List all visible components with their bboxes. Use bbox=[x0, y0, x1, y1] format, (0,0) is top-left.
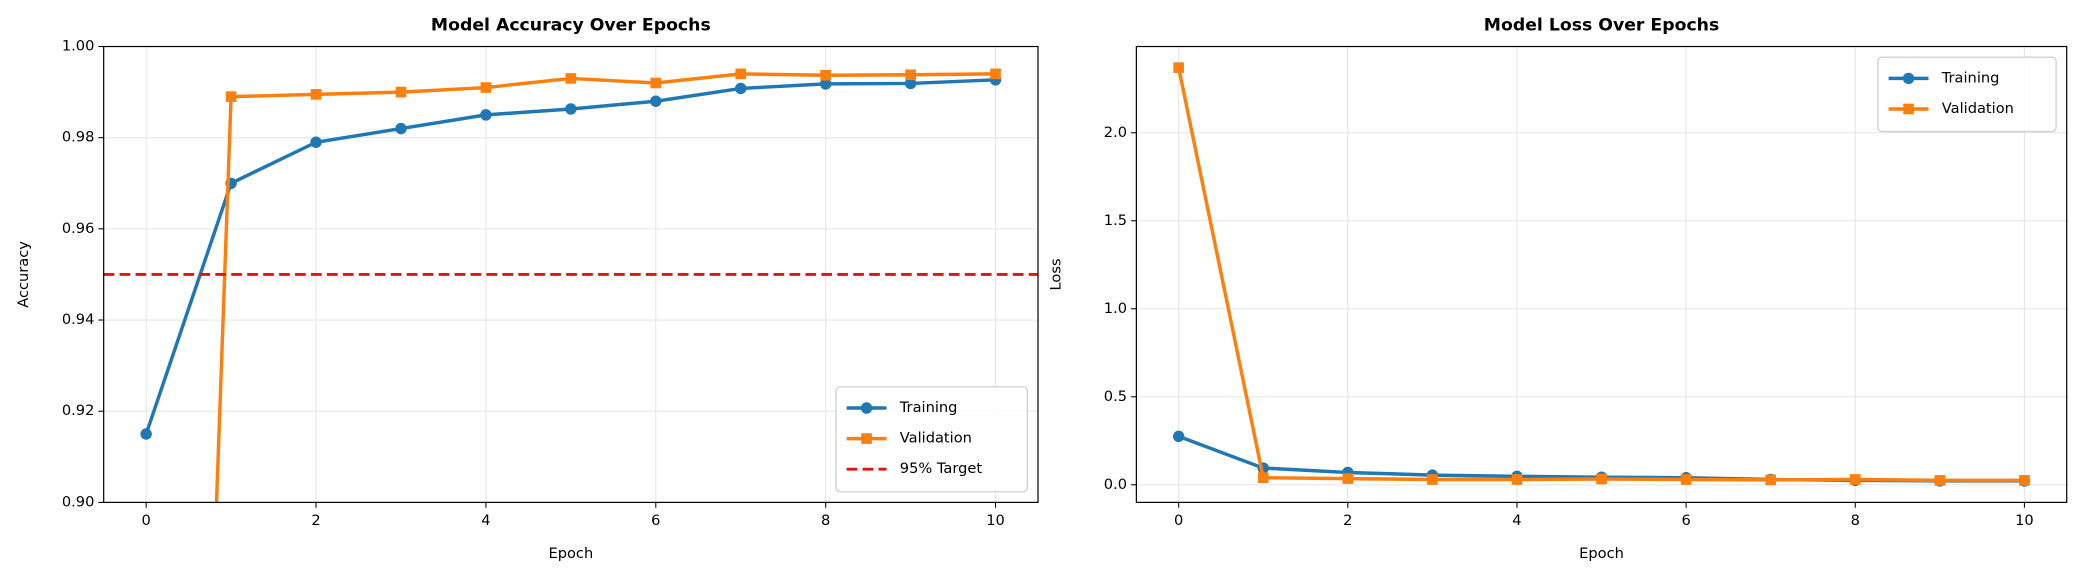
x-tick-label: 2 bbox=[311, 512, 320, 529]
marker bbox=[480, 109, 492, 121]
marker bbox=[820, 69, 831, 81]
legend-marker bbox=[1902, 72, 1915, 85]
axes-frame bbox=[1135, 45, 2068, 503]
axes-frame bbox=[103, 45, 1039, 503]
marker bbox=[2019, 475, 2030, 486]
chart-title: Model Loss Over Epochs bbox=[1484, 15, 1719, 35]
y-tick-label: 1.5 bbox=[1104, 212, 1127, 229]
y-tick-label: 0.98 bbox=[62, 129, 95, 146]
marker bbox=[1765, 474, 1777, 486]
marker bbox=[1934, 475, 1946, 486]
marker bbox=[904, 77, 917, 90]
x-tick-label: 4 bbox=[481, 512, 490, 529]
marker bbox=[140, 428, 152, 440]
x-tick-label: 4 bbox=[1512, 512, 1521, 529]
marker bbox=[310, 136, 322, 148]
y-tick-label: 1.00 bbox=[62, 38, 95, 55]
y-axis-label: Loss bbox=[1048, 258, 1065, 290]
marker bbox=[1257, 472, 1269, 484]
legend-box bbox=[835, 386, 1029, 493]
x-tick-label: 6 bbox=[651, 512, 660, 529]
x-tick-label: 10 bbox=[2015, 512, 2034, 529]
x-tick-label: 2 bbox=[1343, 512, 1352, 529]
x-tick-label: 0 bbox=[1174, 512, 1183, 529]
marker bbox=[1680, 474, 1692, 485]
x-tick-label: 0 bbox=[142, 512, 151, 529]
series-line bbox=[144, 78, 996, 435]
y-tick-label: 0.0 bbox=[1104, 476, 1127, 493]
y-tick-label: 0.96 bbox=[62, 220, 95, 237]
x-tick-label: 6 bbox=[1681, 512, 1690, 529]
chart-title: Model Accuracy Over Epochs bbox=[431, 15, 711, 35]
marker bbox=[650, 95, 662, 107]
x-tick-label: 8 bbox=[821, 512, 830, 529]
marker bbox=[735, 82, 747, 95]
marker bbox=[480, 82, 492, 93]
marker bbox=[1511, 474, 1523, 485]
legend-label: 95% Target bbox=[900, 460, 983, 477]
plot-area bbox=[103, 68, 1039, 503]
y-tick-label: 0.94 bbox=[62, 311, 95, 328]
y-tick-label: 0.90 bbox=[62, 493, 95, 510]
marker bbox=[650, 77, 662, 89]
marker bbox=[310, 89, 322, 100]
marker bbox=[395, 86, 407, 98]
marker bbox=[905, 69, 916, 81]
marker bbox=[1342, 473, 1354, 484]
legend-marker bbox=[860, 402, 873, 414]
marker bbox=[1173, 62, 1184, 73]
y-tick-label: 1.0 bbox=[1104, 300, 1127, 317]
legend-marker bbox=[1903, 103, 1914, 115]
marker bbox=[1172, 430, 1185, 443]
x-axis-label: Epoch bbox=[1579, 545, 1624, 562]
y-tick-label: 0.5 bbox=[1104, 388, 1127, 405]
y-tick-label: 0.92 bbox=[62, 402, 95, 419]
marker bbox=[225, 91, 237, 102]
legend-label: Training bbox=[1941, 69, 2000, 86]
legend-label: Validation bbox=[900, 430, 972, 447]
series-line bbox=[214, 72, 996, 503]
x-tick-label: 10 bbox=[986, 512, 1005, 529]
marker bbox=[735, 68, 747, 80]
marker bbox=[395, 122, 407, 135]
marker bbox=[1427, 474, 1438, 485]
y-axis-label: Accuracy bbox=[15, 241, 32, 308]
marker bbox=[819, 78, 832, 90]
legend-marker bbox=[861, 433, 872, 444]
legend-label: Validation bbox=[1942, 100, 2014, 117]
marker bbox=[1849, 474, 1861, 485]
marker bbox=[990, 68, 1001, 80]
marker bbox=[565, 73, 577, 84]
legend-box bbox=[1877, 56, 2057, 133]
x-tick-label: 8 bbox=[1851, 512, 1860, 529]
marker bbox=[565, 103, 577, 115]
plot-area bbox=[1172, 62, 2031, 487]
marker bbox=[1596, 473, 1607, 485]
x-axis-label: Epoch bbox=[548, 545, 593, 562]
y-tick-label: 2.0 bbox=[1104, 124, 1127, 141]
legend-label: Training bbox=[899, 399, 958, 416]
